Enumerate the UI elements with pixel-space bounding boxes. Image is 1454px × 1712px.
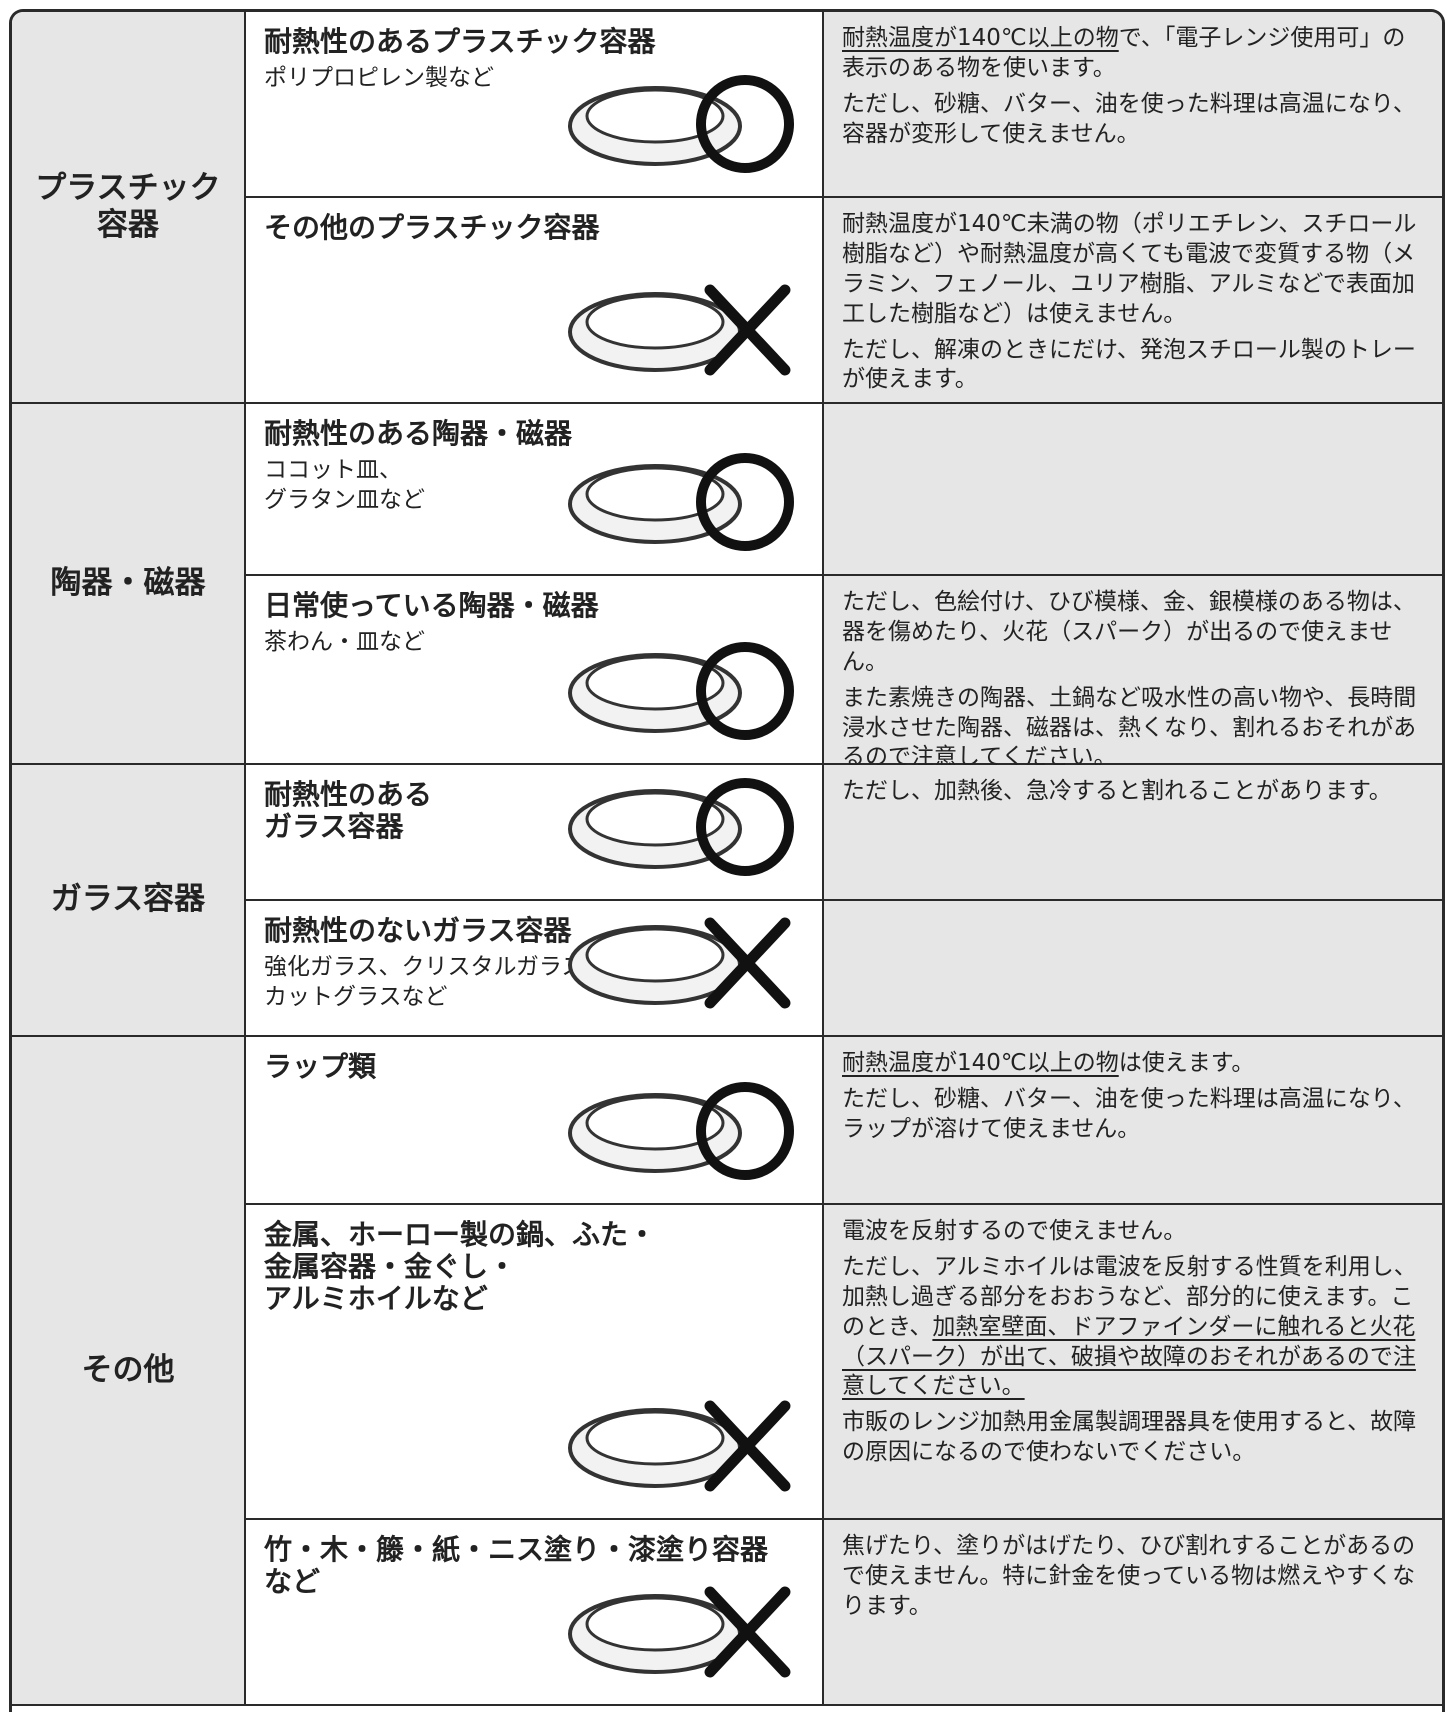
category-cell: 陶器・磁器 [12,404,246,765]
subtitle-line: グラタン皿など [264,487,425,514]
item-title: ガラス容器 [264,810,404,844]
icon [568,1586,791,1678]
category-cell: その他 [12,1037,246,1706]
category-cell: ガラス容器 [12,765,246,1037]
note-text: 耐熱温度が140℃以上の物 [842,25,1119,51]
note-text: ただし、加熱後、急冷すると割れることがあります。 [842,778,1392,804]
item-cell: 耐熱性のあるプラスチック容器ポリプロピレン製など [246,12,824,198]
note-text: 市販のレンジ加熱用金属製調理器具を使用すると、故障の原因になるので使わないでくだ… [842,1409,1417,1466]
note-paragraph: 電波を反射するので使えません。 [842,1217,1424,1247]
category-label: プラスチック [35,169,221,206]
icon [568,1082,794,1180]
item-subtitle: ポリプロピレン製など [264,64,804,94]
note-text: 耐熱温度が140℃未満の物（ポリエチレン、スチロール樹脂など）や耐熱温度が高くて… [842,211,1417,327]
note-paragraph: ただし、色絵付け、ひび模様、金、銀模様のある物は、器を傷めたり、火花（スパーク）… [842,588,1424,678]
note-text: ただし、色絵付け、ひび模様、金、銀模様のある物は、器を傷めたり、火花（スパーク）… [842,589,1416,675]
item-title: 耐熱性のある陶器・磁器 [264,417,573,450]
note-text: また素焼きの陶器、土鍋など吸水性の高い物や、長時間浸水させた陶器、磁器は、熱くな… [842,684,1417,771]
icon [568,284,791,376]
note-cell: ただし、色絵付け、ひび模様、金、銀模様のある物は、器を傷めたり、火花（スパーク）… [824,576,1442,770]
note-cell: 電波を反射するので使えません。ただし、アルミホイルは電波を反射する性質を利用し、… [824,1205,1442,1520]
category-label: ガラス容器 [50,881,206,918]
note-text: 加熱室壁面、ドアファインダーに触れると火花（スパーク）が出て、破損や故障のおそれ… [842,1313,1416,1400]
subtitle-line: 茶わん・皿など [264,629,425,656]
item-cell: ラップ類 [246,1037,824,1205]
note-paragraph: ただし、解凍のときにだけ、発泡スチロール製のトレーが使えます。 [842,336,1424,396]
note-paragraph: 耐熱温度が140℃以上の物で、「電子レンジ使用可」の表示のある物を使います。 [842,24,1424,84]
note-cell: 焦げたり、塗りがはげたり、ひび割れすることがあるので使えません。特に針金を使って… [824,1520,1442,1706]
note-paragraph: 耐熱温度が140℃未満の物（ポリエチレン、スチロール樹脂など）や耐熱温度が高くて… [842,210,1424,330]
note-text: ただし、砂糖、バター、油を使った料理は高温になり、ラップが溶けて使えません。 [842,1085,1416,1142]
subtitle-line: ココット皿、 [264,457,402,484]
icon [568,778,794,876]
note-paragraph: ただし、加熱後、急冷すると割れることがあります。 [842,777,1424,807]
note-cell [824,901,1442,1037]
item-subtitle: 強化ガラス、クリスタルガラス カットグラスなど [264,953,804,1013]
subtitle-line: カットグラスなど [264,984,448,1011]
item-subtitle: ココット皿、 グラタン皿など [264,456,804,516]
note-paragraph: また素焼きの陶器、土鍋など吸水性の高い物や、長時間浸水させた陶器、磁器は、熱くな… [842,684,1424,774]
category-cell: プラスチック 容器 [12,12,246,404]
item-subtitle: 茶わん・皿など [264,628,804,658]
icon [568,1400,791,1492]
item-title: 金属、ホーロー製の鍋、ふた・ [264,1218,657,1251]
note-paragraph: 市販のレンジ加熱用金属製調理器具を使用すると、故障の原因になるので使わないでくだ… [842,1408,1424,1468]
note-cell: 耐熱温度が140℃以上の物は使えます。ただし、砂糖、バター、油を使った料理は高温… [824,1037,1442,1205]
subtitle-line: ポリプロピレン製など [264,65,494,92]
icon [568,917,791,1009]
note-cell: 耐熱温度が140℃以上の物で、「電子レンジ使用可」の表示のある物を使います。 ただ… [824,12,1442,198]
subtitle-line: 強化ガラス、クリスタルガラス [264,954,585,981]
note-paragraph: ただし、砂糖、バター、油を使った料理は高温になり、ラップが溶けて使えません。 [842,1085,1424,1145]
note-text: ただし、砂糖、バター、油を使った料理は高温になり、容器が変形して使えません。 [842,90,1416,147]
item-title: ラップ類 [264,1050,377,1083]
note-text: ただし、アルミホイルは電波を反射する性質を利用し、加熱し過ぎる部分をおおうなど、… [842,1253,1417,1340]
item-title: アルミホイルなど [264,1282,488,1316]
item-cell: 耐熱性のないガラス容器強化ガラス、クリスタルガラス カットグラスなど [246,901,824,1037]
item-cell: 竹・木・籐・紙・ニス塗り・漆塗り容器 など [246,1520,824,1706]
item-cell: 金属、ホーロー製の鍋、ふた・ 金属容器・金ぐし・ アルミホイルなど [246,1205,824,1520]
item-cell: 耐熱性のある ガラス容器 [246,765,824,901]
item-title: 耐熱性のある [264,778,433,811]
compatibility-table: プラスチック 容器 耐熱性のあるプラスチック容器 ポリプロピレン製など 耐熱温度が140… [9,9,1445,1712]
item-title: など [264,1565,321,1599]
item-title: 金属容器・金ぐし・ [264,1250,517,1284]
note-paragraph: ただし、アルミホイルは電波を反射する性質を利用し、加熱し過ぎる部分をおおうなど、… [842,1253,1424,1402]
note-text: 焦げたり、塗りがはげたり、ひび割れすることがあるので使えません。特に針金を使って… [842,1533,1416,1619]
item-title: 竹・木・籐・紙・ニス塗り・漆塗り容器 [264,1533,769,1566]
item-cell: その他のプラスチック容器 [246,198,824,404]
category-label: 陶器・磁器 [50,564,206,601]
note-paragraph: ただし、砂糖、バター、油を使った料理は高温になり、容器が変形して使えません。 [842,90,1424,150]
note-text: ただし、解凍のときにだけ、発泡スチロール製のトレーが使えます。 [842,336,1416,393]
item-title: その他のプラスチック容器 [264,211,600,244]
item-title: 耐熱性のないガラス容器 [264,914,572,947]
item-title: 耐熱性のあるプラスチック容器 [264,25,656,58]
note-paragraph: 焦げたり、塗りがはげたり、ひび割れすることがあるので使えません。特に針金を使って… [842,1532,1424,1622]
icon [568,642,794,740]
note-cell: 耐熱温度が140℃未満の物（ポリエチレン、スチロール樹脂など）や耐熱温度が高くて… [824,198,1442,404]
note-text: は使えます。 [1118,1050,1255,1076]
note-text: 電波を反射するので使えません。 [842,1218,1187,1244]
note-cell [824,404,1442,576]
note-text: で、「電子レンジ使用可」の表示のある物を使います。 [842,25,1406,81]
category-label: その他 [81,1351,175,1388]
category-label: 容器 [97,207,159,243]
icon [568,75,794,173]
item-cell: 日常使っている陶器・磁器茶わん・皿など [246,576,824,765]
note-text: 耐熱温度が140℃以上の物 [842,1050,1119,1076]
item-cell: 耐熱性のある陶器・磁器ココット皿、 グラタン皿など [246,404,824,576]
icon [568,453,794,551]
item-title: 日常使っている陶器・磁器 [264,589,599,622]
note-cell: ただし、加熱後、急冷すると割れることがあります。 [824,765,1442,901]
note-paragraph: 耐熱温度が140℃以上の物は使えます。 [842,1049,1424,1079]
